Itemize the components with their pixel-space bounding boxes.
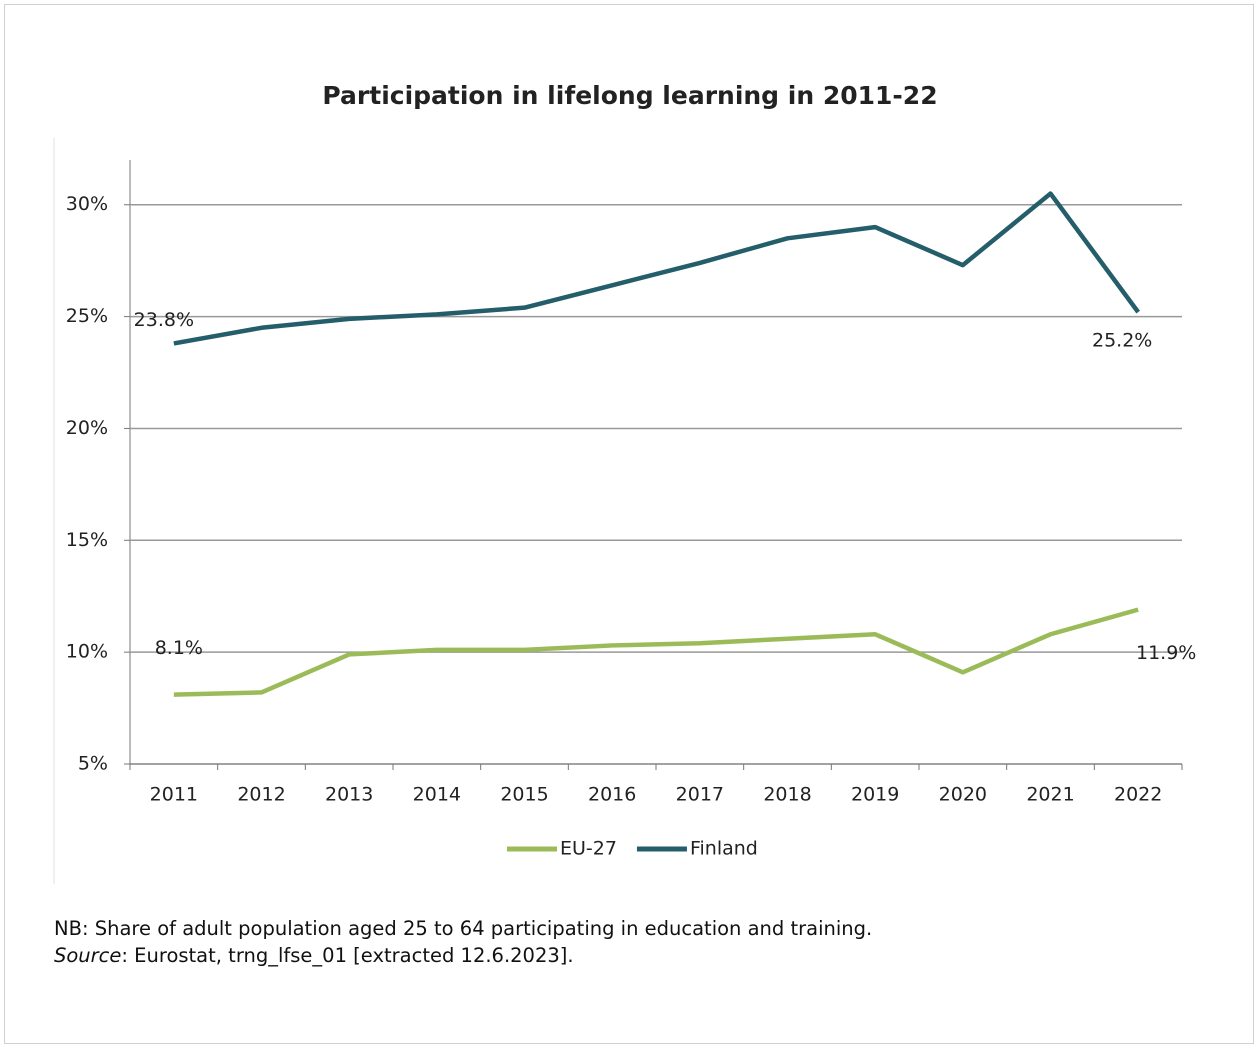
source: Source: Eurostat, trng_lfse_01 [extracte… [54, 942, 872, 969]
x-tick-label: 2013 [325, 784, 373, 806]
x-tick-label: 2021 [1026, 784, 1074, 806]
y-tick-label: 20% [66, 417, 108, 439]
y-tick-label: 25% [66, 305, 108, 327]
data-label: 23.8% [134, 309, 194, 331]
x-tick-label: 2020 [939, 784, 987, 806]
x-tick-label: 2018 [763, 784, 811, 806]
legend-label: EU-27 [560, 838, 617, 860]
y-tick-label: 30% [66, 193, 108, 215]
x-tick-label: 2022 [1114, 784, 1162, 806]
y-tick-label: 10% [66, 641, 108, 663]
y-tick-label: 15% [66, 529, 108, 551]
chart: Participation in lifelong learning in 20… [53, 81, 1196, 884]
y-tick-label: 5% [78, 753, 108, 775]
x-tick-label: 2015 [500, 784, 548, 806]
x-tick-label: 2017 [676, 784, 724, 806]
chart-title: Participation in lifelong learning in 20… [322, 81, 937, 110]
footnote: NB: Share of adult population aged 25 to… [54, 915, 872, 969]
x-tick-label: 2012 [237, 784, 285, 806]
legend-label: Finland [690, 838, 758, 860]
x-tick-label: 2016 [588, 784, 636, 806]
x-tick-label: 2014 [413, 784, 461, 806]
series-line [173, 191, 1140, 346]
source-text: : Eurostat, trng_lfse_01 [extracted 12.6… [121, 944, 574, 967]
series-line [173, 607, 1139, 697]
note: NB: Share of adult population aged 25 to… [54, 917, 873, 940]
data-label: 11.9% [1136, 642, 1196, 664]
data-label: 8.1% [155, 637, 203, 659]
data-label: 25.2% [1092, 330, 1152, 352]
x-tick-label: 2019 [851, 784, 899, 806]
source-label: Source [54, 944, 122, 967]
x-tick-label: 2011 [150, 784, 198, 806]
